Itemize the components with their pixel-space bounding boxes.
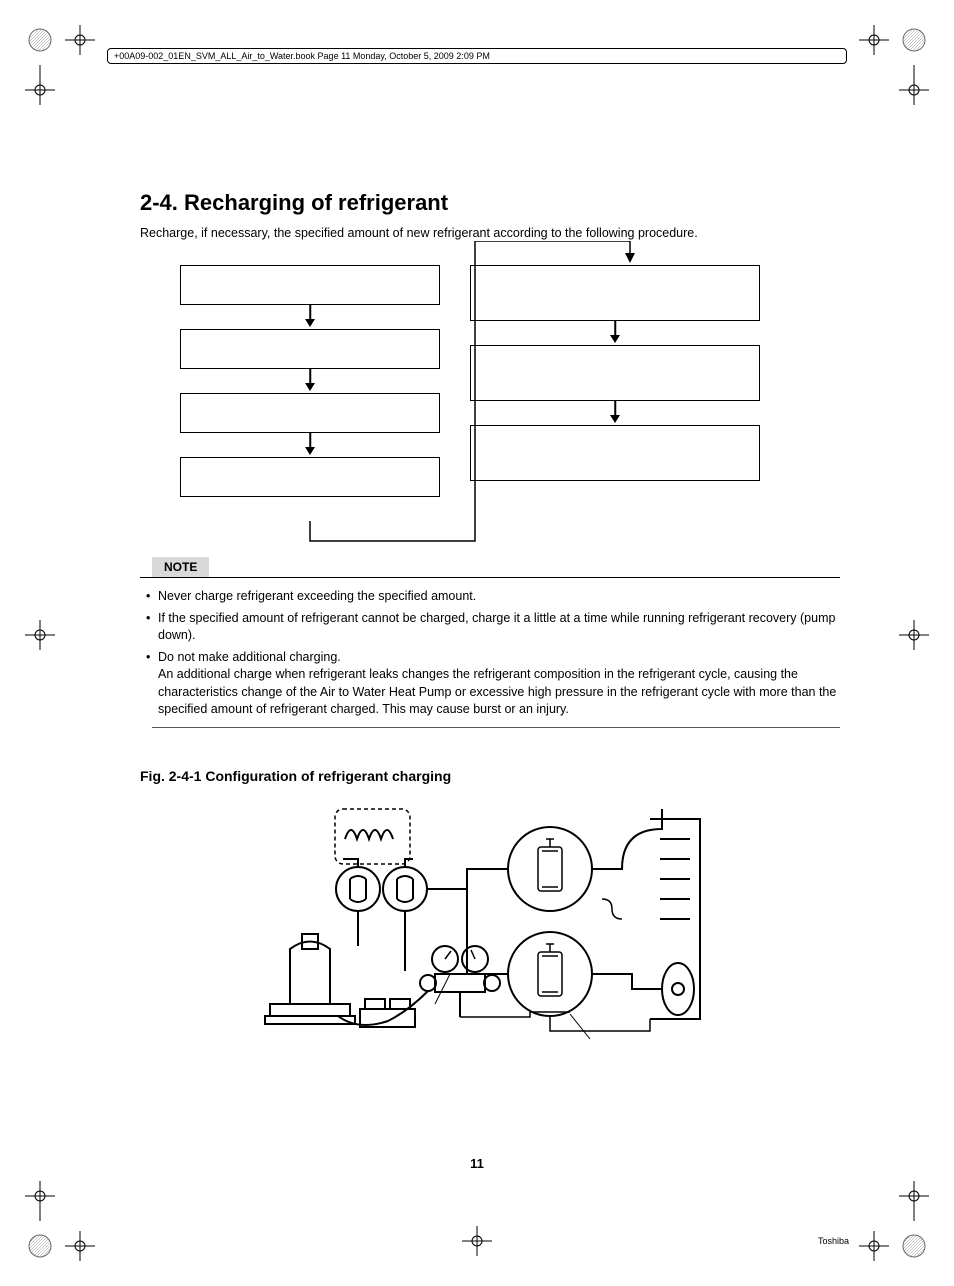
flow-column-left xyxy=(180,265,440,497)
note-line-1: Do not make additional charging. xyxy=(158,650,341,664)
crop-mark-mr xyxy=(899,620,929,650)
refrigerant-diagram xyxy=(140,799,840,1059)
brand-label: Toshiba xyxy=(818,1236,849,1246)
flowchart xyxy=(180,265,840,497)
flow-arrow-icon xyxy=(309,369,311,393)
document-header: +00A09-002_01EN_SVM_ALL_Air_to_Water.boo… xyxy=(107,48,847,64)
flow-column-right xyxy=(470,265,760,497)
flow-arrow-icon xyxy=(309,305,311,329)
note-rule xyxy=(209,577,840,578)
flow-box xyxy=(180,393,440,433)
note-line-2: An additional charge when refrigerant le… xyxy=(158,667,836,716)
figure-title: Fig. 2-4-1 Configuration of refrigerant … xyxy=(140,768,840,784)
page-number: 11 xyxy=(0,1156,954,1171)
note-bottom-rule xyxy=(152,727,840,728)
crop-mark-tr xyxy=(854,25,929,105)
crop-mark-ml xyxy=(25,620,55,650)
crop-mark-br xyxy=(854,1181,929,1261)
note-item: Do not make additional charging. An addi… xyxy=(140,649,840,719)
crop-mark-bc xyxy=(462,1226,492,1256)
flow-box xyxy=(180,265,440,305)
flow-arrow-icon xyxy=(614,321,616,345)
note-item: If the specified amount of refrigerant c… xyxy=(140,610,840,645)
flow-box xyxy=(470,425,760,481)
flow-box xyxy=(180,329,440,369)
note-label: NOTE xyxy=(152,557,209,578)
crop-mark-tl xyxy=(25,25,100,105)
note-block: NOTE Never charge refrigerant exceeding … xyxy=(140,557,840,728)
section-title: 2-4. Recharging of refrigerant xyxy=(140,190,840,216)
note-item: Never charge refrigerant exceeding the s… xyxy=(140,588,840,606)
flow-box xyxy=(470,265,760,321)
flow-box xyxy=(470,345,760,401)
flow-arrow-icon xyxy=(309,433,311,457)
flow-arrow-icon xyxy=(614,401,616,425)
crop-mark-bl xyxy=(25,1181,100,1261)
flow-box xyxy=(180,457,440,497)
note-rule xyxy=(140,577,152,578)
intro-text: Recharge, if necessary, the specified am… xyxy=(140,226,840,240)
